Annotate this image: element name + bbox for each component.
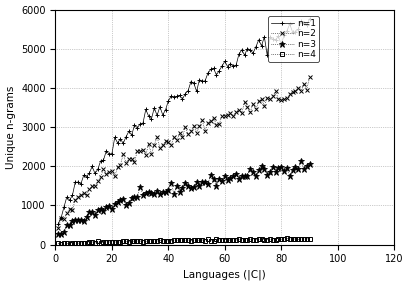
Line: n=2: n=2 [56, 75, 312, 230]
n=3 [58, 233, 63, 236]
n=2 [307, 76, 312, 79]
n=1 [265, 53, 270, 57]
n=4 [301, 237, 306, 241]
n=3 [301, 167, 306, 171]
n=3 [56, 232, 61, 235]
n=2 [265, 96, 270, 100]
n=1 [132, 124, 137, 127]
n=4 [267, 237, 272, 241]
n=1 [56, 222, 61, 225]
n=3 [267, 170, 272, 174]
n=4 [56, 242, 61, 245]
Y-axis label: Unique n-grams: Unique n-grams [6, 86, 16, 169]
n=1 [231, 65, 236, 68]
n=3 [273, 170, 278, 173]
Line: n=3: n=3 [55, 158, 312, 237]
Legend: n=1, n=2, n=3, n=4: n=1, n=2, n=3, n=4 [268, 16, 319, 62]
n=3 [92, 213, 97, 217]
n=4 [285, 237, 290, 240]
n=4 [58, 243, 63, 246]
n=1 [296, 27, 301, 31]
n=4 [307, 237, 312, 241]
Line: n=1: n=1 [56, 17, 312, 226]
n=2 [231, 114, 236, 118]
n=3 [299, 159, 303, 163]
n=2 [56, 226, 61, 229]
n=4 [92, 241, 97, 245]
n=2 [270, 95, 275, 98]
Line: n=4: n=4 [56, 236, 312, 247]
n=4 [234, 238, 238, 242]
n=2 [90, 185, 94, 188]
X-axis label: Languages (|C|): Languages (|C|) [184, 270, 266, 281]
n=2 [296, 86, 301, 90]
n=3 [135, 195, 140, 198]
n=4 [273, 238, 278, 242]
n=1 [270, 37, 275, 41]
n=2 [132, 160, 137, 164]
n=1 [307, 17, 312, 21]
n=1 [90, 165, 94, 168]
n=3 [307, 162, 312, 166]
n=3 [234, 172, 238, 176]
n=4 [135, 239, 140, 243]
